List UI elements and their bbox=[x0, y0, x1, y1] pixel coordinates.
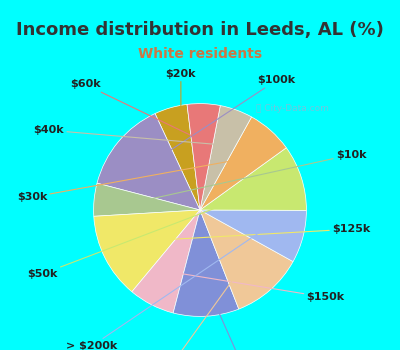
Text: > $200k: > $200k bbox=[66, 228, 267, 350]
Wedge shape bbox=[155, 104, 200, 210]
Text: $40k: $40k bbox=[34, 125, 224, 145]
Wedge shape bbox=[187, 104, 220, 210]
Text: $200k: $200k bbox=[149, 262, 246, 350]
Text: $75k: $75k bbox=[204, 279, 256, 350]
Text: $30k: $30k bbox=[17, 158, 246, 202]
Text: $10k: $10k bbox=[131, 150, 366, 203]
Text: $125k: $125k bbox=[138, 224, 370, 241]
Text: White residents: White residents bbox=[138, 47, 262, 61]
Text: $100k: $100k bbox=[147, 75, 296, 166]
Wedge shape bbox=[200, 117, 286, 210]
Wedge shape bbox=[173, 210, 239, 316]
Wedge shape bbox=[94, 210, 200, 292]
Text: $150k: $150k bbox=[168, 272, 345, 302]
Wedge shape bbox=[94, 183, 200, 216]
Wedge shape bbox=[97, 113, 200, 210]
Text: Income distribution in Leeds, AL (%): Income distribution in Leeds, AL (%) bbox=[16, 21, 384, 39]
Wedge shape bbox=[200, 210, 293, 309]
Wedge shape bbox=[132, 210, 200, 313]
Wedge shape bbox=[200, 148, 306, 210]
Wedge shape bbox=[200, 210, 306, 261]
Text: $60k: $60k bbox=[70, 79, 202, 141]
Wedge shape bbox=[200, 106, 252, 210]
Text: $20k: $20k bbox=[166, 69, 196, 144]
Text: Ⓢ City-Data.com: Ⓢ City-Data.com bbox=[256, 104, 328, 113]
Text: $50k: $50k bbox=[27, 189, 266, 279]
